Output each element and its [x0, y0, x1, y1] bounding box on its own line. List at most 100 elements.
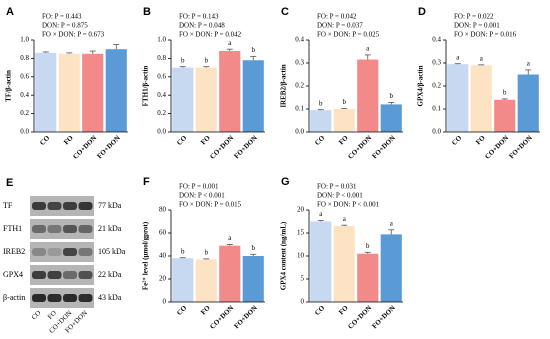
- bar: [310, 110, 332, 132]
- band-name: FTH1: [3, 224, 22, 233]
- significance-letter: a: [480, 54, 484, 62]
- band-size: 22 kDa: [98, 270, 122, 279]
- blot-band: [78, 202, 93, 210]
- y-tick-label: 0.4: [295, 36, 304, 44]
- y-axis-label: Fe²⁺ level (μmol/gprot): [142, 221, 150, 290]
- annotation: DON: P = 0.037: [317, 22, 363, 30]
- annotation: FO × DON: P = 0.042: [179, 31, 242, 39]
- band-size: 21 kDa: [98, 224, 122, 233]
- significance-letter: a: [319, 210, 323, 218]
- blot-strip: [30, 265, 94, 285]
- significance-letter: b: [503, 88, 507, 96]
- significance-letter: b: [252, 244, 256, 252]
- annotation: FO: P = 0.443: [42, 13, 82, 21]
- annotation: FO × DON: P = 0.015: [179, 201, 242, 209]
- x-tick-label: CO+DON: [208, 134, 235, 161]
- blot-band: [32, 202, 46, 210]
- y-tick-label: 0.4: [157, 91, 166, 99]
- blot-band: [63, 294, 77, 302]
- blot-band: [78, 225, 93, 233]
- bar: [242, 60, 264, 132]
- annotation: DON: P < 0.001: [317, 192, 363, 200]
- band-size: 43 kDa: [98, 293, 122, 302]
- y-tick-label: 0: [301, 298, 305, 306]
- significance-letter: a: [228, 234, 232, 242]
- significance-letter: a: [527, 60, 531, 68]
- significance-letter: b: [205, 56, 209, 64]
- x-tick-label: FO+DON: [507, 134, 533, 160]
- annotation: FO: P = 0.143: [179, 13, 219, 21]
- y-tick-label: 0.8: [157, 54, 166, 62]
- blot-band: [47, 294, 62, 302]
- y-tick-label: 5: [301, 275, 305, 283]
- blot-band: [32, 271, 46, 279]
- bar: [333, 109, 355, 132]
- x-tick-label: FO+DON: [232, 134, 258, 160]
- blot-band: [32, 248, 46, 256]
- significance-letter: a: [390, 219, 394, 227]
- x-tick-label: FO+DON: [95, 134, 121, 160]
- significance-letter: b: [252, 46, 256, 54]
- annotation: DON: P = 0.875: [42, 22, 88, 30]
- lane-label: CO: [30, 309, 43, 322]
- x-tick-label: FO: [199, 304, 212, 317]
- x-tick-label: FO+DON: [370, 304, 396, 330]
- significance-letter: b: [319, 99, 323, 107]
- y-tick-label: 0.0: [20, 128, 29, 136]
- annotation: FO: P = 0.001: [179, 183, 219, 191]
- bar: [494, 99, 516, 132]
- blot-band: [47, 225, 62, 233]
- bar: [380, 104, 402, 132]
- significance-letter: a: [343, 215, 347, 223]
- x-tick-label: FO: [337, 304, 350, 317]
- bar: [58, 53, 80, 132]
- x-tick-label: FO: [474, 134, 487, 147]
- annotation: FO: P = 0.031: [317, 183, 357, 191]
- significance-letter: b: [181, 56, 185, 64]
- y-tick-label: 0: [163, 298, 167, 306]
- y-tick-label: 0.2: [20, 109, 29, 117]
- blot-band: [63, 271, 77, 279]
- annotation: FO × DON: P = 0.673: [42, 31, 105, 39]
- bar: [195, 259, 217, 302]
- y-tick-label: 40: [159, 252, 167, 260]
- annotation: FO: P = 0.042: [317, 13, 357, 21]
- blot-band: [78, 248, 93, 256]
- bar: [333, 226, 355, 302]
- bar: [219, 51, 241, 132]
- band-name: β-actin: [3, 293, 25, 302]
- blot-band: [47, 271, 62, 279]
- blot-band: [78, 271, 93, 279]
- bar: [172, 258, 194, 302]
- blot-band: [63, 225, 77, 233]
- x-tick-label: CO+DON: [71, 134, 98, 161]
- y-axis-label: GPX4/β-actin: [417, 65, 425, 106]
- bar: [380, 234, 402, 302]
- x-tick-label: FO+DON: [232, 304, 258, 330]
- annotation: DON: P = 0.048: [179, 22, 225, 30]
- y-axis-label: IREB2/β-actin: [280, 64, 288, 107]
- y-tick-label: 0.0: [432, 128, 441, 136]
- y-tick-label: 20: [297, 206, 305, 214]
- y-tick-label: 80: [159, 206, 167, 214]
- x-tick-label: FO: [337, 134, 350, 147]
- blot-band: [63, 248, 77, 256]
- blot-strip: [30, 196, 94, 216]
- annotation: DON: P < 0.001: [179, 192, 225, 200]
- blot-band: [32, 294, 46, 302]
- significance-letter: a: [366, 45, 370, 53]
- x-tick-label: FO+DON: [370, 134, 396, 160]
- y-tick-label: 0.0: [157, 128, 166, 136]
- blot-strip: [30, 219, 94, 239]
- bar: [357, 59, 379, 132]
- significance-letter: a: [456, 53, 460, 61]
- blot-band: [47, 202, 62, 210]
- bar: [357, 253, 379, 302]
- y-tick-label: 0.1: [432, 105, 441, 113]
- y-tick-label: 20: [159, 275, 167, 283]
- panel-letter: C: [281, 6, 289, 18]
- y-tick-label: 0.2: [295, 82, 304, 90]
- bar: [242, 256, 264, 302]
- bar: [105, 49, 127, 133]
